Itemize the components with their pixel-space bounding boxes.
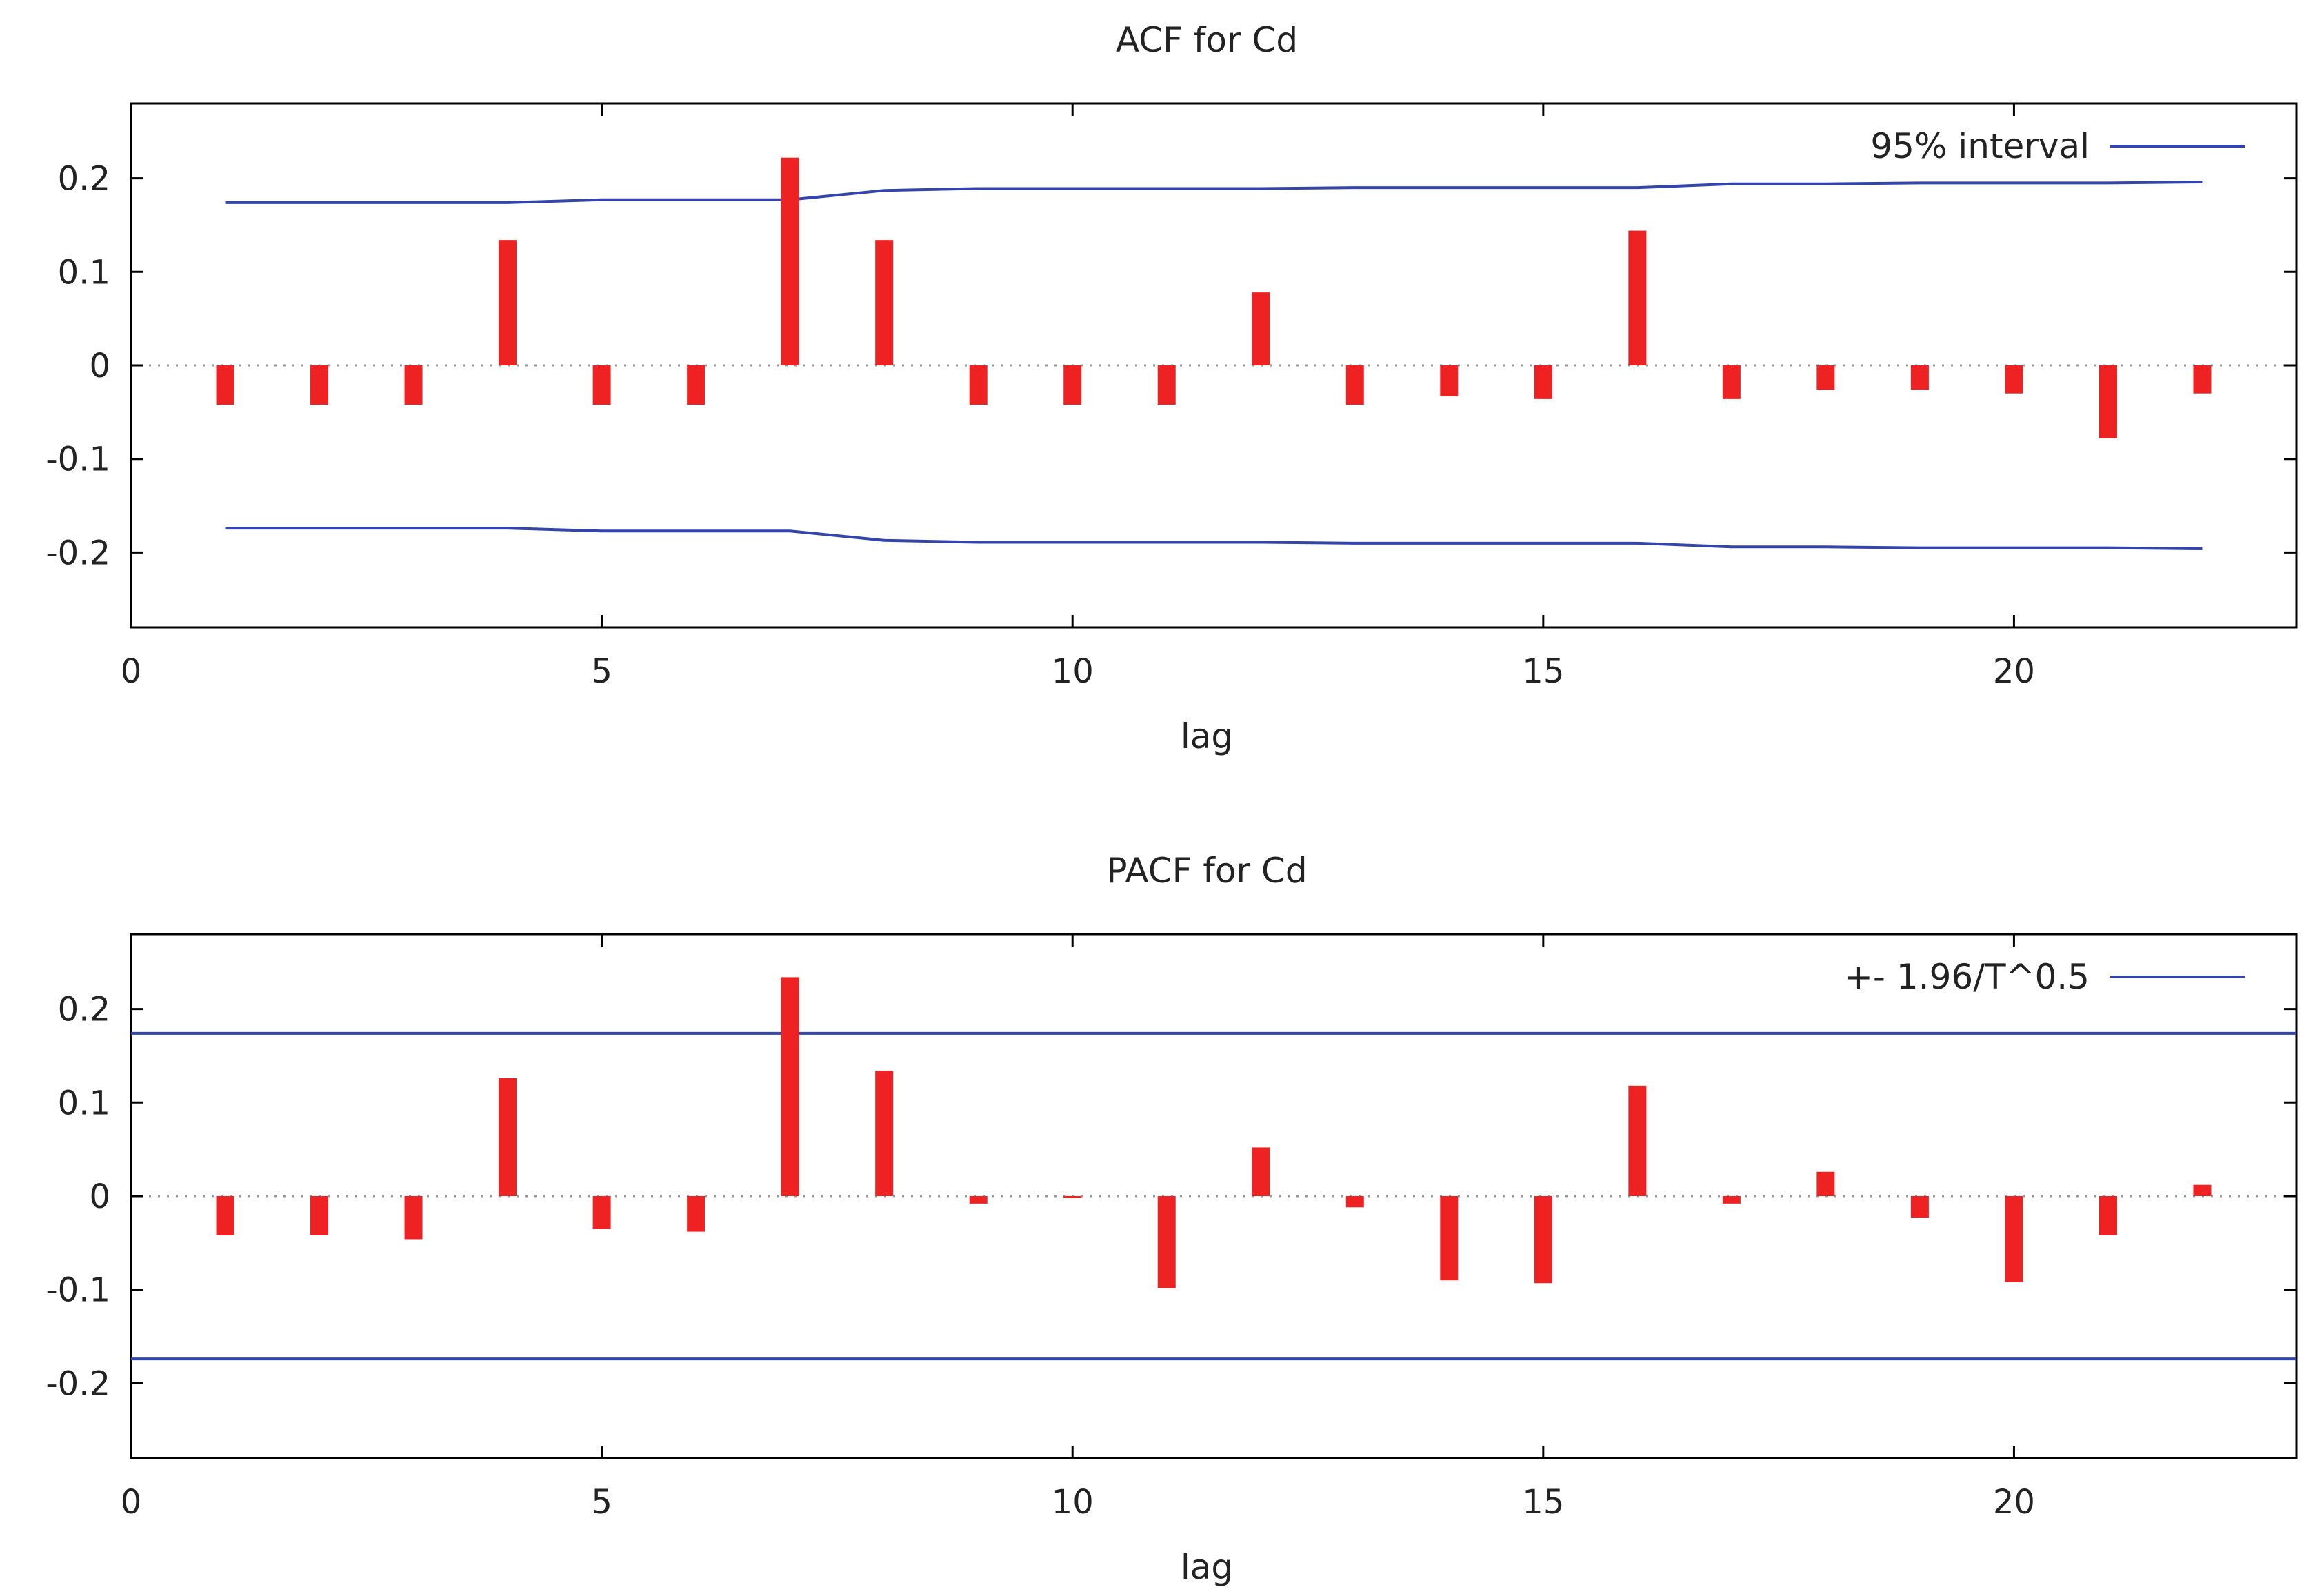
pacf-bar-lag-21 bbox=[2099, 1196, 2117, 1235]
acf-bar-lag-18 bbox=[1816, 365, 1835, 390]
pacf-panel: PACF for Cd 0.2 0.1 0 -0.1 -0.2 0 5 10 15 20 lag +- … bbox=[46, 851, 2298, 1587]
acf-bar-lag-13 bbox=[1345, 365, 1364, 405]
acf-bar-lag-15 bbox=[1534, 365, 1552, 399]
acf-bar-lag-1 bbox=[216, 365, 234, 405]
pacf-x-tick-label: 5 bbox=[591, 1483, 612, 1522]
pacf-bar-lag-11 bbox=[1157, 1196, 1176, 1288]
acf-y-tick-label: 0.2 bbox=[58, 160, 110, 199]
acf-bar-lag-3 bbox=[404, 365, 423, 405]
acf-bar-lag-16 bbox=[1628, 230, 1647, 365]
acf-bar-lag-12 bbox=[1252, 292, 1270, 365]
pacf-x-tick-label: 15 bbox=[1522, 1483, 1564, 1522]
acf-bar-lag-19 bbox=[1910, 365, 1929, 390]
pacf-bar-lag-18 bbox=[1816, 1171, 1835, 1196]
pacf-x-axis-title: lag bbox=[1181, 1547, 1233, 1587]
pacf-bar-lag-20 bbox=[2005, 1196, 2023, 1282]
acf-bar-lag-7 bbox=[781, 157, 799, 365]
pacf-title: PACF for Cd bbox=[1106, 851, 1307, 891]
acf-y-tick-label: 0.1 bbox=[58, 253, 110, 292]
pacf-bar-lag-15 bbox=[1534, 1196, 1552, 1284]
acf-bar-lag-2 bbox=[310, 365, 329, 405]
pacf-x-tick-label: 20 bbox=[1993, 1483, 2035, 1522]
acf-bar-lag-20 bbox=[2005, 365, 2023, 394]
pacf-bar-lag-19 bbox=[1910, 1196, 1929, 1218]
acf-x-tick-label: 15 bbox=[1522, 652, 1564, 691]
acf-y-tick-label: 0 bbox=[89, 347, 110, 385]
pacf-bar-lag-17 bbox=[1722, 1196, 1741, 1204]
acf-x-tick-label: 5 bbox=[591, 652, 612, 691]
pacf-y-tick-label: 0.2 bbox=[58, 991, 110, 1029]
acf-title: ACF for Cd bbox=[1116, 20, 1298, 60]
acf-bar-lag-6 bbox=[687, 365, 705, 405]
pacf-y-tick-label: 0 bbox=[89, 1178, 110, 1216]
pacf-bar-lag-5 bbox=[592, 1196, 611, 1229]
acf-bar-lag-21 bbox=[2099, 365, 2117, 438]
pacf-x-tick-label: 0 bbox=[121, 1483, 142, 1522]
pacf-bar-lag-16 bbox=[1628, 1085, 1647, 1196]
pacf-bar-lag-9 bbox=[969, 1196, 988, 1204]
acf-bar-lag-14 bbox=[1440, 365, 1459, 396]
acf-legend-label: 95% interval bbox=[1870, 126, 2090, 166]
pacf-bar-lag-12 bbox=[1252, 1147, 1270, 1196]
acf-bar-lag-17 bbox=[1722, 365, 1741, 399]
pacf-bar-lag-6 bbox=[687, 1196, 705, 1232]
acf-bar-lag-5 bbox=[592, 365, 611, 405]
pacf-bar-lag-14 bbox=[1440, 1196, 1459, 1281]
pacf-bar-lag-2 bbox=[310, 1196, 329, 1235]
pacf-bar-lag-10 bbox=[1063, 1196, 1082, 1198]
pacf-y-tick-label: 0.1 bbox=[58, 1084, 110, 1122]
acf-x-tick-label: 0 bbox=[121, 652, 142, 691]
pacf-bar-lag-1 bbox=[216, 1196, 234, 1235]
acf-bar-lag-22 bbox=[2193, 365, 2212, 394]
pacf-bar-lag-3 bbox=[404, 1196, 423, 1240]
pacf-bar-lag-4 bbox=[499, 1078, 517, 1196]
acf-y-tick-label: -0.1 bbox=[46, 441, 110, 479]
pacf-bar-lag-13 bbox=[1345, 1196, 1364, 1208]
acf-x-axis-title: lag bbox=[1181, 716, 1233, 756]
acf-bar-lag-10 bbox=[1063, 365, 1082, 405]
acf-upper-interval-line bbox=[225, 181, 2203, 204]
acf-panel: ACF for Cd 0.2 0.1 0 -0.1 -0.2 0 5 10 15 20 lag 95% … bbox=[46, 20, 2298, 756]
acf-lower-interval-line bbox=[225, 527, 2203, 550]
pacf-bar-lag-8 bbox=[875, 1071, 894, 1196]
acf-bar-lag-11 bbox=[1157, 365, 1176, 405]
acf-bar-lag-8 bbox=[875, 240, 894, 365]
acf-bar-lag-4 bbox=[499, 240, 517, 365]
pacf-y-tick-label: -0.2 bbox=[46, 1364, 110, 1403]
pacf-x-tick-label: 10 bbox=[1052, 1483, 1094, 1522]
pacf-y-tick-label: -0.1 bbox=[46, 1271, 110, 1310]
pacf-legend-label: +- 1.96/T^0.5 bbox=[1844, 957, 2090, 997]
acf-x-tick-label: 20 bbox=[1993, 652, 2035, 691]
acf-x-tick-label: 10 bbox=[1052, 652, 1094, 691]
acf-bar-lag-9 bbox=[969, 365, 988, 405]
acf-y-tick-label: -0.2 bbox=[46, 534, 110, 572]
pacf-bar-lag-7 bbox=[781, 977, 799, 1196]
pacf-bar-lag-22 bbox=[2193, 1184, 2212, 1196]
